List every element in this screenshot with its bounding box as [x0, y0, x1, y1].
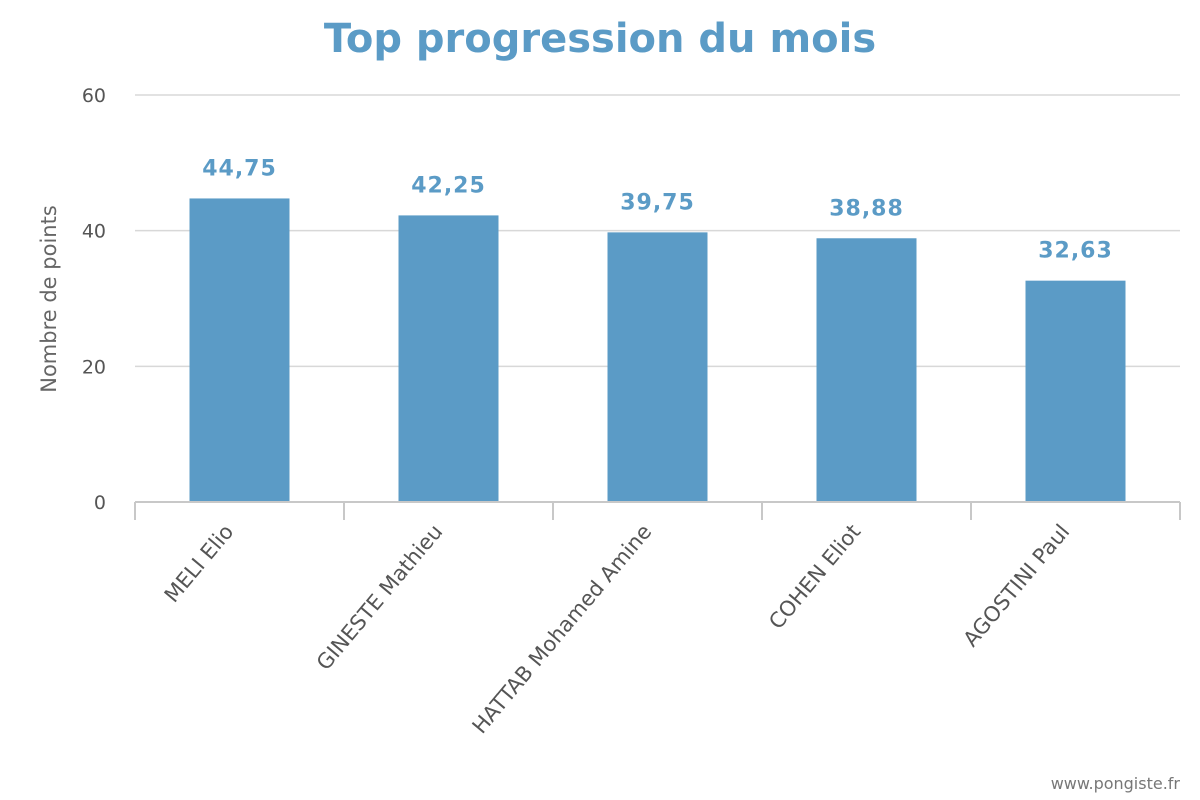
credit-text[interactable]: www.pongiste.fr	[1051, 774, 1181, 793]
y-axis-title: Nombre de points	[37, 205, 61, 393]
x-category-label-4: COHEN Eliot	[764, 520, 865, 634]
value-labels: 44,75 42,25 39,75 38,88 32,63	[202, 156, 1113, 264]
bar-3[interactable]	[607, 232, 708, 503]
bar-4[interactable]	[816, 238, 917, 502]
y-tick-label-60: 60	[82, 85, 106, 107]
y-tick-label-20: 20	[82, 356, 106, 378]
value-label-4: 38,88	[829, 196, 904, 221]
y-axis-ticks: 0 20 40 60	[82, 85, 106, 514]
x-category-label-2: GINESTE Mathieu	[312, 520, 447, 675]
value-label-5: 32,63	[1038, 239, 1113, 264]
x-category-label-5: AGOSTINI Paul	[959, 520, 1075, 651]
bar-1[interactable]	[189, 198, 290, 502]
bar-5[interactable]	[1025, 280, 1126, 502]
x-axis-labels: MELI Elio GINESTE Mathieu HATTAB Mohamed A…	[160, 520, 1075, 738]
value-label-1: 44,75	[202, 156, 277, 181]
chart-title: Top progression du mois	[324, 16, 876, 62]
x-axis	[134, 501, 1181, 520]
x-category-label-3: HATTAB Mohamed Amine	[468, 520, 657, 738]
value-label-2: 42,25	[411, 173, 486, 198]
y-tick-label-40: 40	[82, 221, 106, 243]
y-tick-label-0: 0	[94, 492, 106, 514]
value-label-3: 39,75	[620, 190, 695, 215]
bar-2[interactable]	[398, 215, 499, 502]
x-category-label-1: MELI Elio	[160, 520, 239, 607]
bars	[189, 198, 1126, 503]
